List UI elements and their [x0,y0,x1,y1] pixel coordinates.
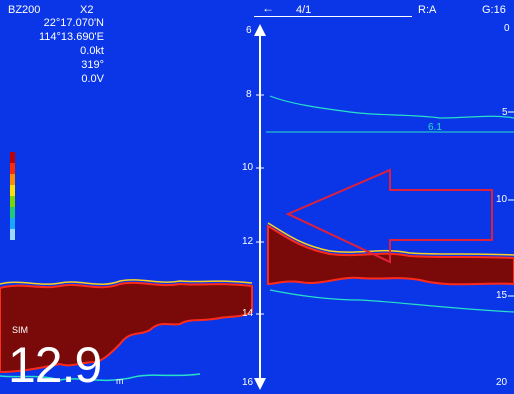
depth-readout: 12.9 [8,337,102,393]
depth-unit: m [116,376,124,386]
left-weak-echo [0,373,201,382]
left-bottom-fringe [0,279,253,285]
thermocline-line [269,95,514,119]
center-scale-label: 8 [246,89,252,100]
gain-label[interactable]: G:16 [482,4,506,16]
voltage-readout: 0.0V [81,73,104,85]
latitude-readout: 22°17.070'N [43,17,104,29]
longitude-readout: 114°13.690'E [38,31,104,43]
right-scale-label: 20 [496,377,508,388]
range-label[interactable]: 4/1 [296,4,312,16]
heading-readout: 319° [81,59,104,71]
annotation-arrow-icon [285,168,493,264]
right-bottom-fringe [267,222,514,256]
zoom-label[interactable]: X2 [80,4,94,16]
mode-label[interactable]: R:A [418,4,437,16]
right-scale-label: 0 [504,23,510,34]
right-scale-label: 5 [502,107,508,118]
center-scale-label: 10 [242,162,254,173]
arrow-down-icon [254,378,266,390]
center-scale-label: 12 [242,236,254,247]
range-bar [254,16,412,17]
right-scale-label: 10 [496,194,508,205]
arrow-left-icon[interactable]: ← [262,1,274,15]
center-scale-label: 6 [246,25,252,36]
left-bottom-echo [0,281,253,374]
gain-color-scale [10,152,15,240]
arrow-up-icon [254,24,266,36]
sim-label: SIM [12,325,29,335]
device-label: BZ200 [8,4,41,16]
right-scale-label: 15 [496,290,508,301]
thermocline-depth-label: 6.1 [428,122,442,133]
speed-readout: 0.0kt [80,45,104,57]
center-scale-label: 14 [242,308,254,319]
right-weak-echo [269,289,514,313]
center-scale-label: 16 [242,377,254,388]
